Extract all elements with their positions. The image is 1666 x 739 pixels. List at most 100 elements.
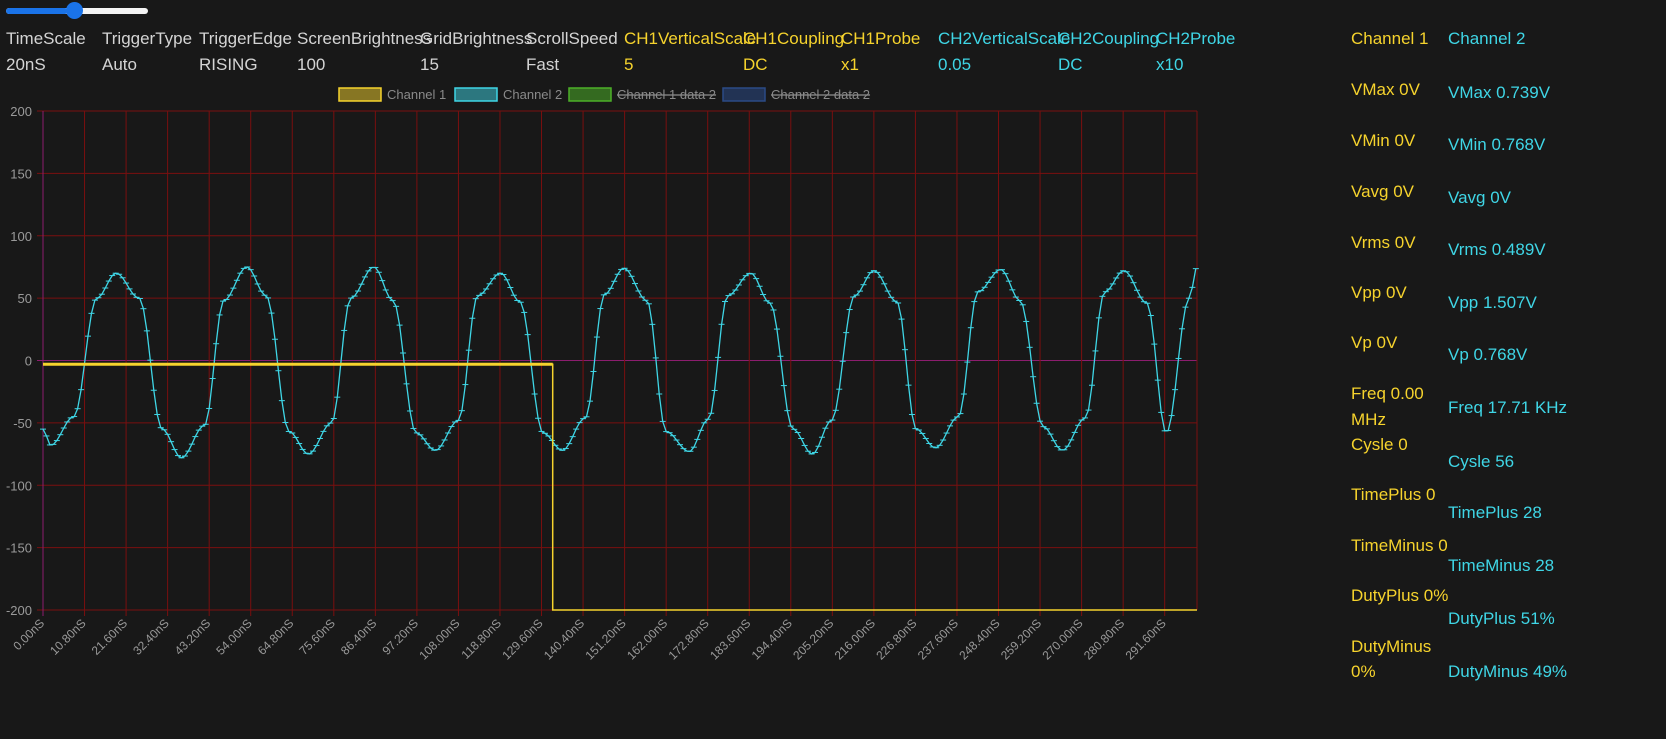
channel-1-line — [43, 363, 1197, 611]
ch2-measurement: TimePlus 28 — [1448, 503, 1542, 522]
x-tick-label: 75.60nS — [296, 616, 338, 658]
x-tick-label: 129.60nS — [499, 616, 545, 662]
x-tick-label: 32.40nS — [130, 616, 172, 658]
y-tick-label: 50 — [18, 291, 32, 306]
oscilloscope-chart[interactable]: 200 150 100 50 0 -50 -100 -150 -200 0.00nS 10.80n… — [0, 80, 1210, 739]
legend-item-1[interactable]: Channel 1 — [338, 87, 446, 102]
x-tick-label: 270.00nS — [1039, 616, 1085, 662]
chart-traces — [40, 266, 1199, 611]
param-value[interactable]: 100 — [297, 55, 326, 74]
x-tick-label: 172.80nS — [666, 616, 712, 662]
ch2-measurement: Vp 0.768V — [1448, 345, 1528, 364]
x-tick-label: 10.80nS — [47, 616, 89, 658]
x-axis-ticks: 0.00nS 10.80nS 21.60nS 32.40nS 43.20nS 54.00n… — [10, 616, 1168, 662]
legend-label[interactable]: Channel 1 — [387, 87, 446, 102]
ch1-measurement: MHz — [1351, 410, 1386, 429]
param-value[interactable]: DC — [1058, 55, 1083, 74]
ch1-measurement: VMax 0V — [1351, 80, 1420, 99]
ch2-measurement: VMax 0.739V — [1448, 83, 1551, 102]
channel-2-title: Channel 2 — [1448, 29, 1526, 48]
ch2-measurement: Vavg 0V — [1448, 188, 1512, 207]
x-tick-label: 226.80nS — [873, 616, 919, 662]
ch2-measurement: Vrms 0.489V — [1448, 240, 1546, 259]
x-tick-label: 21.60nS — [89, 616, 131, 658]
ch1-measurement: Vpp 0V — [1351, 283, 1407, 302]
x-tick-label: 205.20nS — [790, 616, 836, 662]
param-value[interactable]: 5 — [624, 55, 634, 74]
x-tick-label: 183.60nS — [707, 616, 753, 662]
legend-item-4[interactable]: Channel 2 data 2 — [722, 87, 870, 102]
ch1-measurement: TimePlus 0 — [1351, 485, 1436, 504]
x-tick-label: 248.40nS — [956, 616, 1002, 662]
ch2-measurement: VMin 0.768V — [1448, 135, 1546, 154]
param-label: CH1VerticalScale — [624, 29, 757, 48]
legend-swatch — [568, 87, 612, 102]
y-tick-label: 200 — [10, 104, 32, 119]
slider-fill — [6, 8, 69, 14]
ch1-measurement: 0% — [1351, 662, 1376, 681]
x-tick-label: 162.00nS — [624, 616, 670, 662]
ch2-measurement: Cysle 56 — [1448, 452, 1515, 471]
param-label: TriggerEdge — [199, 29, 292, 48]
y-tick-label: -200 — [6, 603, 32, 618]
param-value[interactable]: x10 — [1156, 55, 1184, 74]
x-tick-label: 280.80nS — [1081, 616, 1127, 662]
y-tick-label: 0 — [25, 354, 32, 369]
x-tick-label: 259.20nS — [998, 616, 1044, 662]
legend-swatch — [338, 87, 382, 102]
ch1-measurement: DutyMinus — [1351, 637, 1432, 656]
x-tick-label: 64.80nS — [255, 616, 297, 658]
param-label: ScreenBrightness — [297, 29, 432, 48]
channel-2-line — [42, 266, 1197, 459]
ch1-measurement: Vavg 0V — [1351, 182, 1415, 201]
ch2-measurement: Vpp 1.507V — [1448, 293, 1537, 312]
ch2-measurement: DutyMinus 49% — [1448, 662, 1568, 681]
x-tick-label: 151.20nS — [582, 616, 628, 662]
legend-label[interactable]: Channel 2 data 2 — [771, 87, 870, 102]
param-value[interactable]: RISING — [199, 55, 258, 74]
x-tick-label: 194.40nS — [749, 616, 795, 662]
ch1-measurement: TimeMinus 0 — [1351, 536, 1448, 555]
legend-swatch — [454, 87, 498, 102]
param-label: CH2VerticalScale — [938, 29, 1071, 48]
y-tick-label: -50 — [13, 416, 32, 431]
time-scale-slider[interactable] — [6, 2, 148, 20]
slider-thumb[interactable] — [66, 2, 84, 19]
channel-1-title: Channel 1 — [1351, 29, 1429, 48]
ch2-measurement: TimeMinus 28 — [1448, 556, 1555, 575]
param-value[interactable]: x1 — [841, 55, 859, 74]
legend-label[interactable]: Channel 2 — [503, 87, 562, 102]
y-tick-label: -100 — [6, 478, 32, 493]
param-value[interactable]: DC — [743, 55, 768, 74]
param-label: GridBrightness — [420, 29, 533, 48]
param-label: CH2Coupling — [1058, 29, 1160, 48]
legend-item-2[interactable]: Channel 2 — [454, 87, 562, 102]
ch1-measurement: Freq 0.00 — [1351, 384, 1424, 403]
param-value[interactable]: Fast — [526, 55, 560, 74]
param-value[interactable]: 0.05 — [938, 55, 972, 74]
parameter-bar: TimeScale 20nS TriggerType Auto TriggerEdge R… — [0, 0, 1340, 80]
y-tick-label: 150 — [10, 166, 32, 181]
ch2-measurement: Freq 17.71 KHz — [1448, 398, 1568, 417]
param-value[interactable]: 20nS — [6, 55, 46, 74]
x-tick-label: 54.00nS — [213, 616, 255, 658]
legend-swatch — [722, 87, 766, 102]
param-label: TriggerType — [102, 29, 193, 48]
y-tick-label: -150 — [6, 541, 32, 556]
channel-2-trace — [40, 266, 1199, 459]
y-tick-label: 100 — [10, 229, 32, 244]
param-value[interactable]: Auto — [102, 55, 137, 74]
param-label: ScrollSpeed — [526, 29, 618, 48]
param-value[interactable]: 15 — [420, 55, 439, 74]
legend-item-3[interactable]: Channel 1 data 2 — [568, 87, 716, 102]
x-tick-label: 216.00nS — [832, 616, 878, 662]
x-tick-label: 118.80nS — [458, 616, 504, 662]
ch1-measurement: Vrms 0V — [1351, 233, 1416, 252]
ch1-measurement: DutyPlus 0% — [1351, 586, 1449, 605]
x-tick-label: 0.00nS — [10, 616, 47, 653]
legend-label[interactable]: Channel 1 data 2 — [617, 87, 716, 102]
ch1-measurement: VMin 0V — [1351, 131, 1416, 150]
y-axis-ticks: 200 150 100 50 0 -50 -100 -150 -200 — [6, 104, 32, 618]
x-tick-label: 86.40nS — [338, 616, 380, 658]
param-label: CH2Probe — [1156, 29, 1236, 48]
